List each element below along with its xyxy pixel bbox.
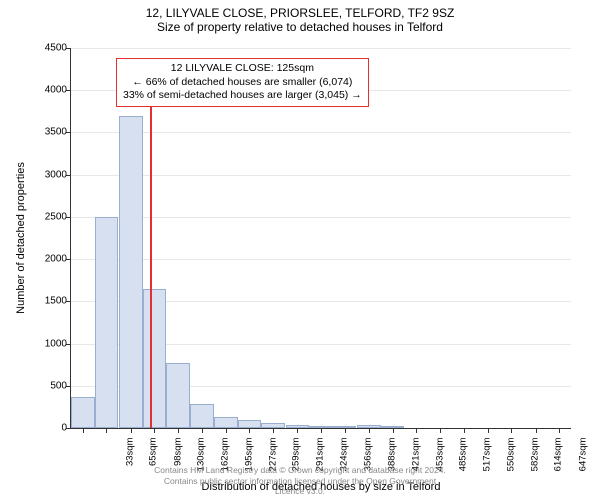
x-tick-mark bbox=[131, 428, 132, 433]
gridline bbox=[71, 175, 571, 176]
x-tick-mark bbox=[416, 428, 417, 433]
x-tick-mark bbox=[536, 428, 537, 433]
x-tick-mark bbox=[488, 428, 489, 433]
histogram-bar bbox=[166, 363, 190, 428]
y-tick-label: 0 bbox=[27, 423, 67, 434]
gridline bbox=[71, 48, 571, 49]
y-tick-label: 500 bbox=[27, 380, 67, 391]
footer-line2: Contains public sector information licen… bbox=[150, 476, 450, 496]
x-tick-mark bbox=[440, 428, 441, 433]
x-tick-mark bbox=[226, 428, 227, 433]
x-tick-label: 582sqm bbox=[529, 438, 540, 482]
histogram-bar bbox=[143, 289, 167, 428]
x-tick-mark bbox=[273, 428, 274, 433]
y-tick-label: 2000 bbox=[27, 254, 67, 265]
x-tick-mark bbox=[154, 428, 155, 433]
y-tick-label: 3000 bbox=[27, 169, 67, 180]
histogram-bar bbox=[71, 397, 95, 428]
x-tick-mark bbox=[321, 428, 322, 433]
histogram-bar bbox=[214, 417, 238, 428]
x-tick-mark bbox=[369, 428, 370, 433]
histogram-bar bbox=[238, 420, 262, 428]
x-tick-mark bbox=[464, 428, 465, 433]
gridline bbox=[71, 217, 571, 218]
footer-attribution: Contains HM Land Registry data © Crown c… bbox=[150, 465, 450, 496]
y-tick-label: 2500 bbox=[27, 211, 67, 222]
plot-area: Number of detached properties Distributi… bbox=[70, 48, 571, 429]
histogram-bar bbox=[190, 404, 214, 428]
annotation-box: 12 LILYVALE CLOSE: 125sqm← 66% of detach… bbox=[116, 58, 369, 107]
annotation-line: 33% of semi-detached houses are larger (… bbox=[123, 89, 362, 103]
gridline bbox=[71, 259, 571, 260]
x-tick-mark bbox=[559, 428, 560, 433]
x-tick-label: 485sqm bbox=[458, 438, 469, 482]
x-tick-mark bbox=[297, 428, 298, 433]
x-tick-mark bbox=[393, 428, 394, 433]
annotation-line: 12 LILYVALE CLOSE: 125sqm bbox=[123, 62, 362, 76]
x-tick-label: 33sqm bbox=[124, 438, 135, 482]
page-title-line1: 12, LILYVALE CLOSE, PRIORSLEE, TELFORD, … bbox=[0, 6, 600, 20]
x-tick-mark bbox=[249, 428, 250, 433]
x-tick-mark bbox=[106, 428, 107, 433]
annotation-line: ← 66% of detached houses are smaller (6,… bbox=[123, 76, 362, 90]
histogram-bar bbox=[95, 217, 119, 428]
y-tick-label: 4500 bbox=[27, 43, 67, 54]
x-tick-mark bbox=[345, 428, 346, 433]
y-tick-label: 1000 bbox=[27, 338, 67, 349]
x-tick-label: 517sqm bbox=[481, 438, 492, 482]
x-tick-label: 647sqm bbox=[577, 438, 588, 482]
x-tick-mark bbox=[178, 428, 179, 433]
x-tick-mark bbox=[202, 428, 203, 433]
footer-line1: Contains HM Land Registry data © Crown c… bbox=[150, 465, 450, 475]
x-tick-mark bbox=[511, 428, 512, 433]
x-tick-label: 550sqm bbox=[506, 438, 517, 482]
histogram-bar bbox=[119, 116, 143, 428]
y-tick-label: 4000 bbox=[27, 85, 67, 96]
reference-line bbox=[150, 105, 152, 428]
x-tick-mark bbox=[83, 428, 84, 433]
y-axis-label: Number of detached properties bbox=[15, 162, 27, 314]
y-tick-label: 1500 bbox=[27, 296, 67, 307]
y-tick-label: 3500 bbox=[27, 127, 67, 138]
histogram-chart: Number of detached properties Distributi… bbox=[70, 48, 570, 428]
gridline bbox=[71, 132, 571, 133]
page-title-line2: Size of property relative to detached ho… bbox=[0, 20, 600, 34]
x-tick-label: 614sqm bbox=[553, 438, 564, 482]
